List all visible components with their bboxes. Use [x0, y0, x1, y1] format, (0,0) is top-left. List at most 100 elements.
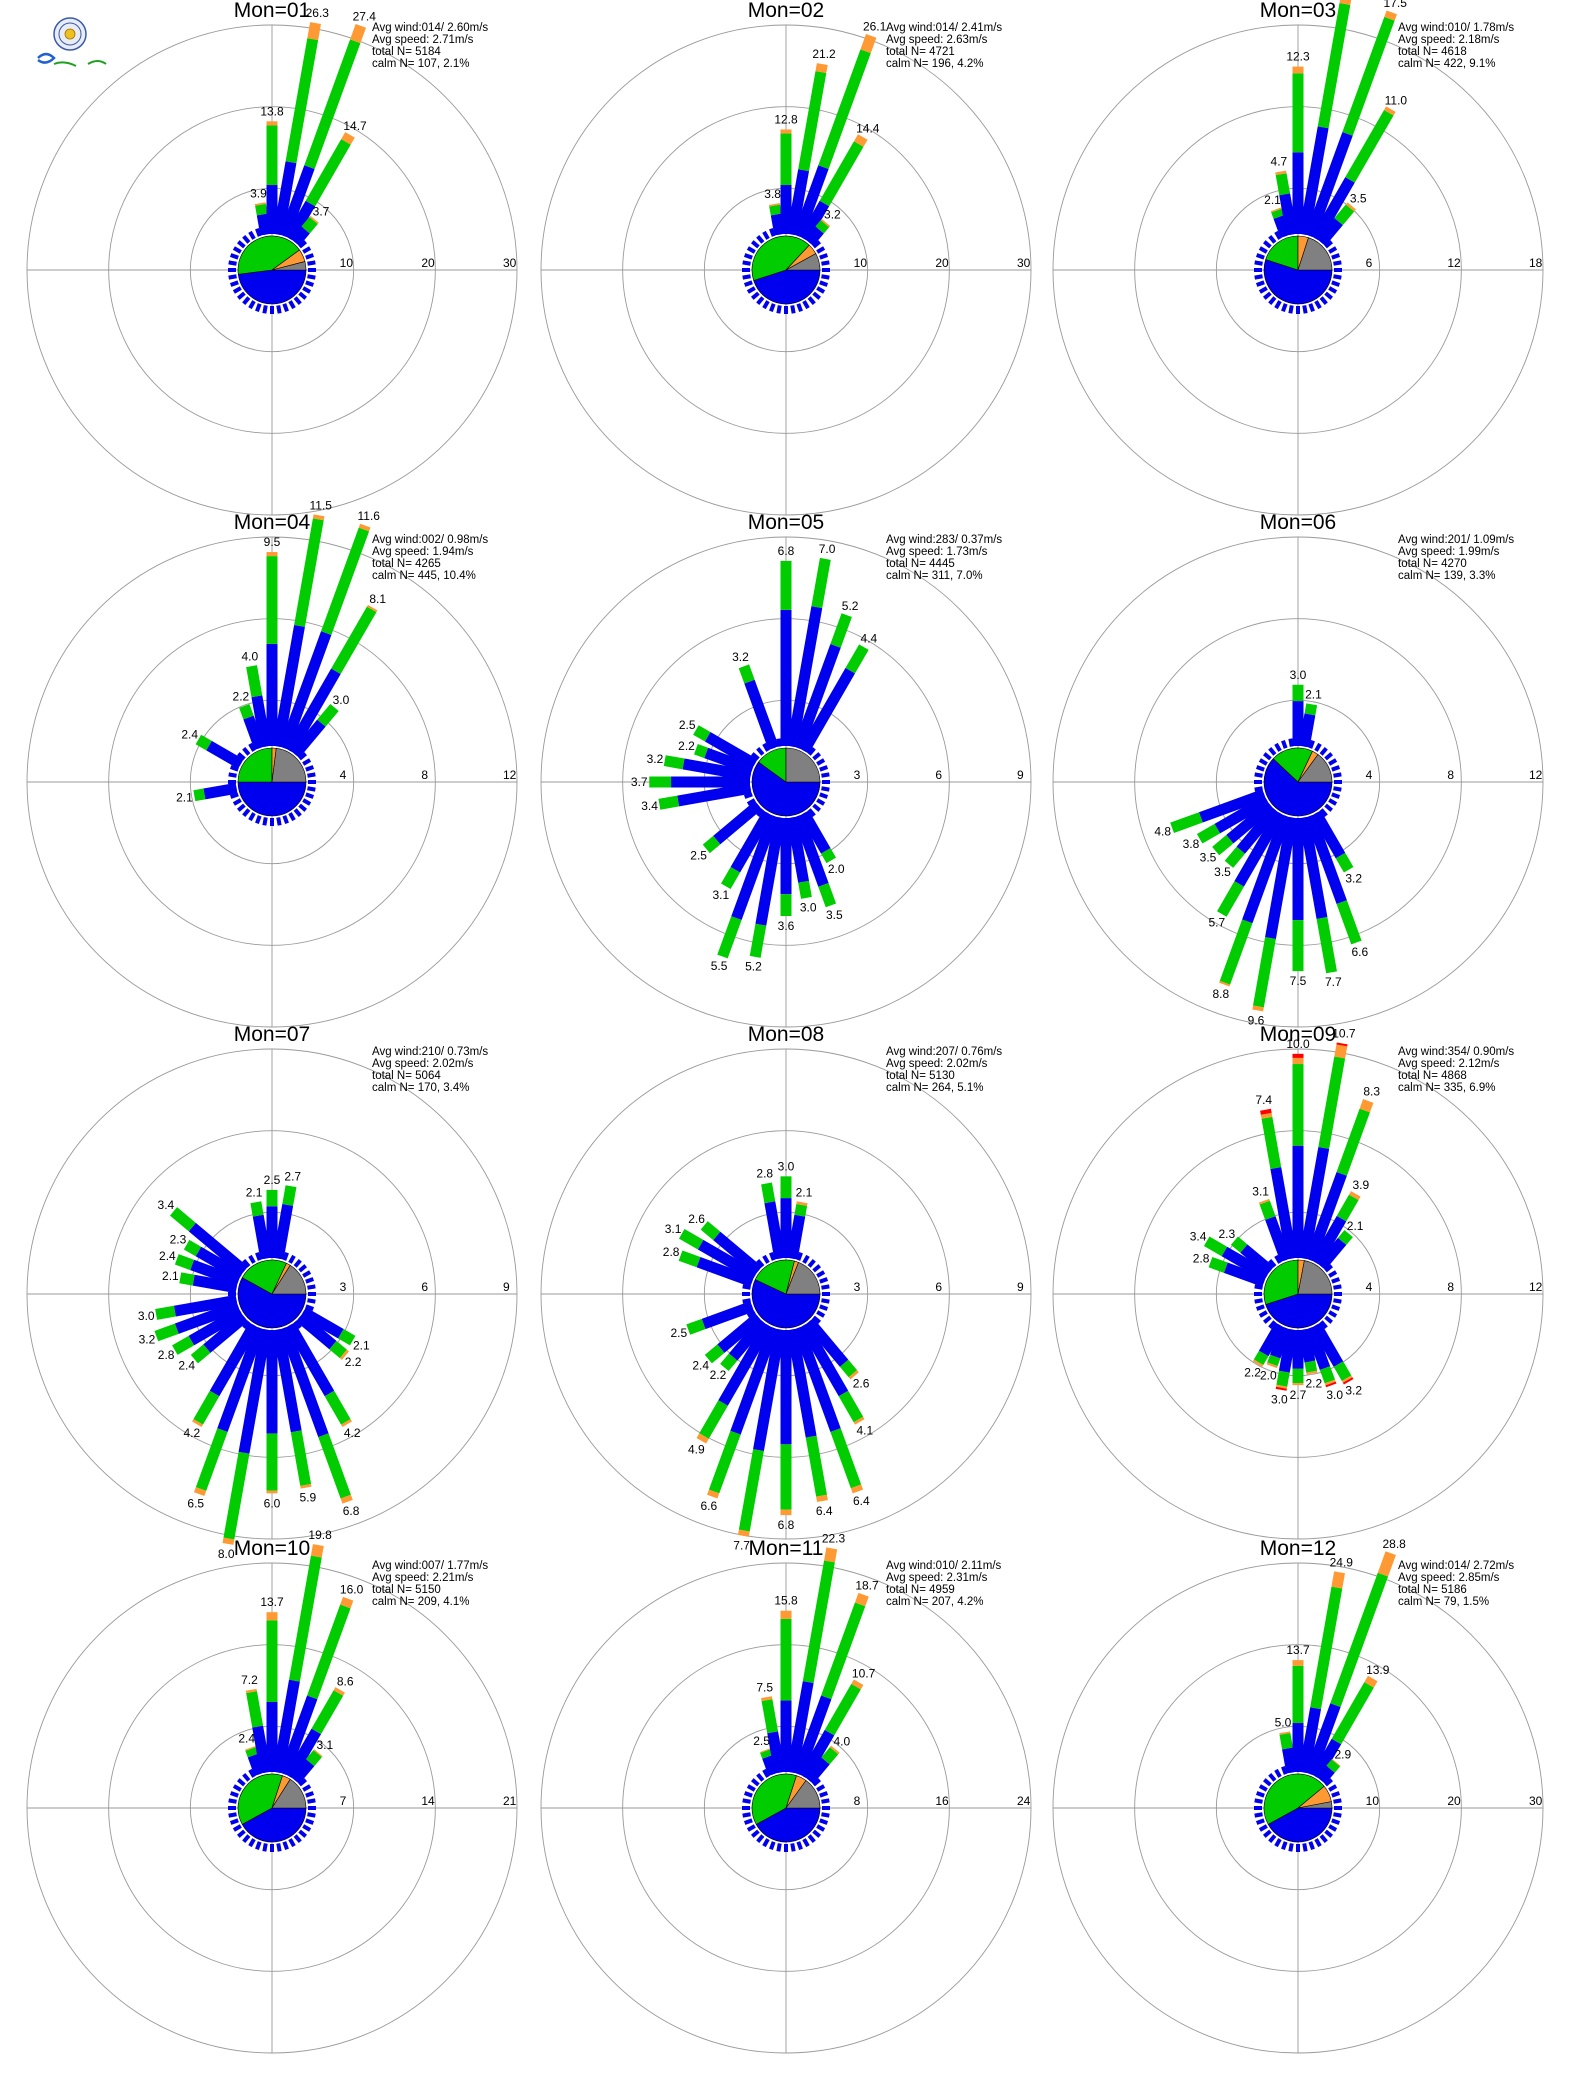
minor-bar: [298, 1264, 307, 1273]
pie-slice-s1: [751, 1279, 821, 1329]
bar-segment-s1: [266, 1206, 278, 1258]
bar-value-label: 2.1: [176, 790, 193, 804]
minor-bar: [1324, 240, 1333, 249]
bar-segment-s2: [246, 665, 263, 698]
bar-value-label: 4.8: [1154, 824, 1171, 838]
bar-segment-s1: [793, 643, 841, 751]
bar-value-label: 3.0: [778, 1159, 795, 1173]
minor-bar: [1314, 742, 1322, 752]
bar-segment-s2: [1276, 1370, 1290, 1387]
minor-bar: [819, 792, 829, 799]
minor-bar: [821, 786, 830, 792]
minor-bar: [229, 792, 239, 799]
bar-segment-s2: [1212, 835, 1234, 856]
bar-segment-s1: [1305, 1325, 1331, 1370]
stat-line: calm N= 311, 7.0%: [886, 570, 983, 582]
bar-segment-s2: [824, 1683, 861, 1736]
bar-segment-s3: [333, 1687, 345, 1696]
bar-segment-s2: [329, 1340, 347, 1359]
minor-bar: [1328, 1784, 1338, 1792]
minor-bar: [742, 1812, 751, 1818]
minor-bar: [293, 808, 302, 817]
wind-bar: [1196, 795, 1270, 844]
bar-segment-s3: [1258, 1198, 1270, 1205]
minor-bar: [228, 274, 237, 280]
bar-value-label: 2.1: [162, 1269, 179, 1283]
bar-segment-s1: [730, 810, 773, 873]
minor-bar: [742, 1298, 751, 1304]
panel-title: Mon=02: [748, 0, 824, 22]
wind-bar: [707, 1325, 779, 1499]
ring-label: 9: [1017, 1280, 1024, 1294]
wind-bar: [1252, 816, 1298, 1012]
bar-segment-s2: [738, 664, 755, 684]
minor-bar: [816, 286, 826, 294]
wind-bar: [737, 1328, 786, 1537]
minor-bar: [1274, 230, 1282, 240]
bar-segment-s2: [301, 216, 318, 234]
bar-segment-s1: [780, 1198, 792, 1258]
stat-line: Avg wind:210/ 0.73m/s: [372, 1046, 488, 1058]
minor-bar: [288, 812, 296, 822]
bar-value-label: 10.7: [852, 1667, 876, 1681]
bar-segment-s1: [188, 1222, 248, 1276]
bar-value-label: 2.5: [670, 1326, 687, 1340]
bar-value-label: 12.3: [1286, 50, 1310, 64]
minor-bar: [807, 808, 816, 817]
pie-slice-calm: [785, 747, 821, 783]
minor-bar: [255, 1841, 262, 1851]
bar-segment-s3: [1334, 1044, 1348, 1059]
minor-bar: [232, 286, 242, 294]
wind-bar: [658, 782, 752, 810]
stat-line: total N= 5150: [372, 1584, 441, 1596]
ring-label: 3: [854, 768, 861, 782]
minor-bar: [821, 1298, 830, 1304]
bar-segment-s2: [266, 1433, 278, 1491]
bar-segment-s3: [1292, 1660, 1304, 1666]
wind-bar: [786, 1328, 828, 1502]
minor-bar: [769, 1251, 776, 1261]
bar-segment-s3: [780, 129, 792, 134]
minor-bar: [816, 1824, 826, 1832]
bar-value-label: 2.4: [692, 1359, 709, 1373]
bar-segment-s1: [793, 1695, 832, 1777]
minor-bar: [293, 1320, 302, 1329]
wind-bar: [272, 22, 321, 236]
minor-bar: [232, 1784, 242, 1792]
minor-bar: [1308, 303, 1315, 313]
bar-segment-s1: [1298, 816, 1328, 919]
bar-value-label: 3.0: [1326, 1388, 1343, 1402]
wind-bar: [272, 514, 325, 748]
minor-bar: [255, 815, 262, 825]
bar-segment-s2: [172, 1335, 195, 1355]
bar-value-label: 6.8: [778, 544, 795, 558]
bar-segment-s1: [1311, 1322, 1344, 1367]
minor-bar: [812, 1264, 821, 1273]
minor-bar: [746, 246, 756, 254]
pie-slice-calm: [785, 1262, 821, 1295]
pie-slice-calm: [785, 253, 821, 271]
wind-bar: [663, 755, 752, 782]
minor-bar: [1268, 1834, 1277, 1843]
minor-bar: [756, 1773, 765, 1782]
bar-segment-s3: [707, 1489, 720, 1499]
bar-segment-s1: [717, 1312, 762, 1353]
bar-value-label: 2.4: [159, 1249, 176, 1263]
bar-segment-s2: [195, 734, 212, 751]
minor-bar: [307, 260, 316, 266]
bar-segment-s1: [192, 1274, 238, 1294]
bar-segment-s3: [340, 1494, 353, 1504]
panel-title: Mon=03: [1260, 0, 1336, 22]
wind-bar: [793, 613, 852, 751]
pie-slice-s2: [1263, 1773, 1325, 1825]
wind-bar: [799, 134, 868, 242]
wind-rose-panel: 4 8 12 2.4 2.1 2.2 4.0 9.5 11.5 11.6 8.1 3.0 Mon=04 A…: [26, 498, 518, 1028]
minor-bar: [276, 305, 282, 314]
wind-bar: [717, 813, 779, 959]
bar-segment-s3: [853, 1416, 865, 1425]
minor-bar: [812, 240, 821, 249]
bar-segment-s4: [1336, 1042, 1348, 1047]
bar-segment-s3: [1252, 1005, 1264, 1012]
minor-bar: [255, 227, 262, 237]
bar-segment-s1: [174, 1301, 241, 1334]
